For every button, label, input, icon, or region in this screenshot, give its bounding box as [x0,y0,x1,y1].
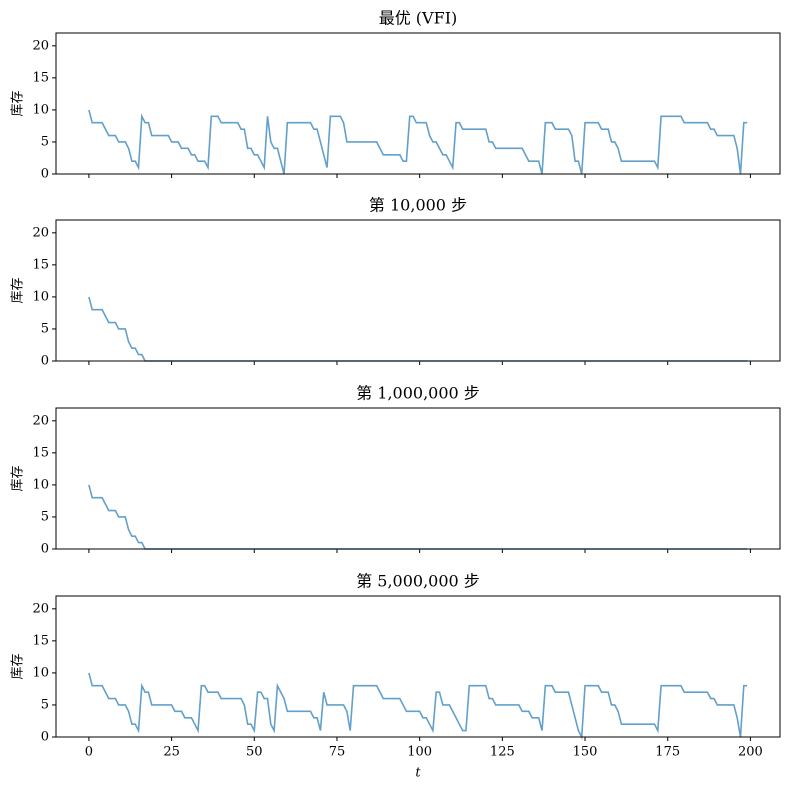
plot-frame [55,407,781,550]
data-line [88,109,748,175]
y-tick-label: 10 [32,289,49,304]
y-tick-label: 10 [32,102,49,117]
y-tick-label: 0 [41,167,49,182]
x-tick-label: 125 [490,745,515,760]
y-axis-label: 库存 [10,90,26,116]
data-line [88,296,748,362]
x-tick-label: 175 [655,745,680,760]
plot-frame [55,219,781,362]
y-tick-label: 20 [32,601,49,616]
plot-frame [55,32,781,175]
panel-title: 最优 (VFI) [379,9,458,28]
x-tick-label: 50 [246,745,263,760]
panel-title: 第 5,000,000 步 [356,572,480,591]
x-tick-label: 100 [407,745,432,760]
x-tick-label: 150 [573,745,598,760]
x-tick-label: 25 [163,745,180,760]
y-tick-label: 0 [41,354,49,369]
plot-frame [55,595,781,738]
y-tick-label: 10 [32,477,49,492]
y-axis-label: 库存 [10,653,26,679]
y-tick-label: 20 [32,413,49,428]
y-tick-label: 5 [41,697,49,712]
x-tick-label: 200 [738,745,763,760]
y-tick-label: 20 [32,225,49,240]
y-tick-label: 20 [32,38,49,53]
x-tick-label: 0 [85,745,93,760]
y-axis-label: 库存 [10,465,26,491]
y-tick-label: 5 [41,509,49,524]
data-line [88,484,748,550]
y-tick-label: 5 [41,321,49,336]
y-tick-label: 15 [32,70,49,85]
y-tick-label: 15 [32,445,49,460]
x-axis-label: t [415,766,421,781]
y-axis-label: 库存 [10,277,26,303]
y-tick-label: 15 [32,257,49,272]
y-tick-label: 15 [32,633,49,648]
y-tick-label: 0 [41,730,49,745]
y-tick-label: 0 [41,542,49,557]
data-line [88,672,748,740]
y-tick-label: 5 [41,134,49,149]
y-tick-label: 10 [32,665,49,680]
panel-title: 第 1,000,000 步 [356,384,480,403]
x-tick-label: 75 [329,745,346,760]
panel-title: 第 10,000 步 [369,196,467,215]
